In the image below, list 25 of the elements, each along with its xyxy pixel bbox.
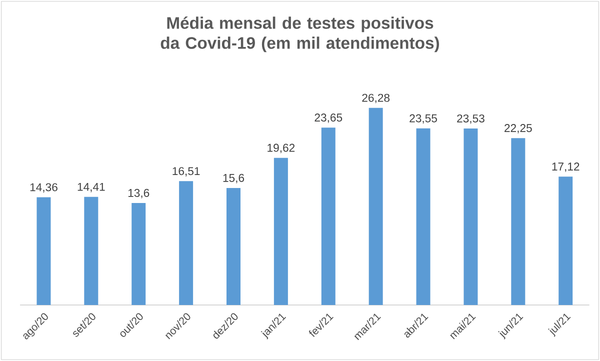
bar [84,196,98,305]
bar [511,138,526,305]
data-label: 13,6 [128,188,150,198]
data-label: 23,53 [457,114,484,124]
data-label: 16,51 [172,167,200,176]
data-label: 15,6 [223,174,244,184]
bar [36,197,51,305]
data-label: 17,12 [552,162,580,172]
data-label: 22,25 [504,124,532,134]
data-label: 23,65 [314,114,342,123]
bar [464,128,478,305]
data-label: 14,36 [30,183,58,193]
bar [132,203,146,305]
bar [368,108,383,305]
bar [274,158,288,305]
data-label: 14,41 [78,182,105,192]
data-label: 19,62 [268,144,295,154]
data-label: 23,55 [410,114,437,124]
data-label: 26,28 [362,94,390,104]
bar [321,128,336,305]
bar [558,176,573,305]
bar [416,128,430,305]
bar [226,188,240,305]
bar [179,181,194,305]
chart-title: Média mensal de testes positivos da Covid-19 (em mil atendimentos) [160,16,440,52]
